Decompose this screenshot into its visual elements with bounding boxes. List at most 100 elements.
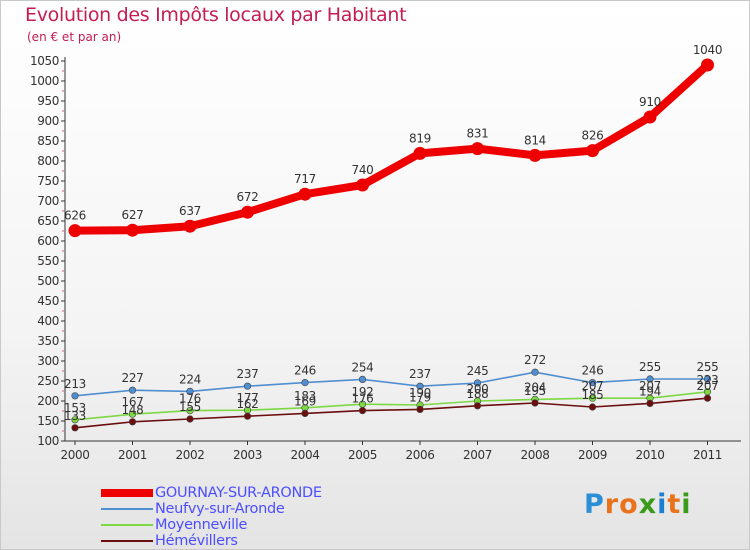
series-line — [74, 390, 709, 421]
data-point — [473, 379, 482, 387]
data-point — [646, 399, 654, 408]
proxiti-logo: Proxiti — [584, 489, 692, 520]
legend-swatch — [101, 540, 153, 542]
data-point — [126, 223, 139, 237]
data-point — [186, 415, 194, 423]
data-point — [531, 399, 539, 407]
y-tick-label: 900 — [37, 114, 59, 128]
x-tick-label: 2001 — [118, 448, 147, 462]
series-1 — [71, 368, 712, 400]
data-point — [186, 387, 194, 396]
logo-letter: r — [604, 489, 620, 520]
data-label: 627 — [121, 208, 143, 222]
y-tick-label: 700 — [37, 194, 59, 208]
logo-letter: o — [619, 489, 639, 520]
x-tick-label: 2004 — [291, 448, 320, 462]
data-label: 626 — [64, 209, 86, 223]
chart-title: Evolution des Impôts locaux par Habitant — [25, 4, 407, 26]
data-point — [701, 58, 714, 72]
data-point — [301, 379, 309, 387]
data-point — [241, 205, 254, 219]
chart-subtitle: (en € et par an) — [27, 30, 122, 44]
data-label: 162 — [236, 397, 258, 411]
data-point — [71, 416, 79, 424]
data-label: 179 — [409, 390, 431, 404]
logo-letter: x — [638, 489, 658, 520]
y-tick-label: 650 — [37, 214, 59, 228]
series-3 — [71, 394, 712, 432]
data-point — [413, 146, 427, 160]
data-point — [186, 407, 194, 415]
data-label: 255 — [696, 360, 718, 374]
data-label: 717 — [294, 172, 316, 186]
data-point — [298, 187, 312, 201]
y-tick-label: 150 — [37, 414, 59, 428]
data-label: 227 — [121, 371, 143, 385]
data-label: 224 — [179, 372, 201, 386]
data-label: 246 — [581, 364, 603, 378]
data-label: 207 — [581, 379, 603, 393]
x-tick-label: 2008 — [521, 448, 550, 462]
data-label: 153 — [64, 401, 86, 415]
data-label: 237 — [236, 367, 258, 381]
data-label: 1040 — [693, 43, 722, 57]
data-label: 254 — [351, 360, 373, 374]
y-tick-label: 350 — [37, 334, 59, 348]
data-point — [356, 178, 369, 192]
logo-letter: i — [657, 489, 668, 520]
data-label: 207 — [639, 379, 661, 393]
data-point — [358, 407, 367, 415]
data-label: 190 — [409, 386, 431, 400]
y-tick-label: 300 — [37, 354, 59, 368]
legend-label: Moyenneville — [155, 517, 248, 533]
y-tick-label: 950 — [37, 94, 59, 108]
data-label: 672 — [236, 190, 258, 204]
data-point — [358, 375, 367, 384]
legend-swatch — [101, 508, 153, 510]
y-tick-label: 400 — [37, 314, 59, 328]
x-tick-label: 2005 — [348, 448, 377, 462]
logo-letter: P — [584, 489, 605, 520]
legend-label: Neufvy-sur-Aronde — [155, 501, 285, 517]
data-point — [531, 368, 539, 376]
data-label: 819 — [409, 131, 431, 145]
data-label: 637 — [179, 204, 201, 218]
data-point — [588, 379, 597, 387]
data-point — [586, 144, 599, 158]
data-label: 204 — [524, 380, 546, 394]
data-label: 177 — [236, 391, 258, 405]
series-line — [71, 61, 712, 235]
data-label: 213 — [64, 377, 86, 391]
legend-swatch — [101, 489, 153, 497]
data-label: 814 — [524, 133, 546, 147]
data-point — [588, 403, 597, 411]
x-tick-label: 2003 — [233, 448, 262, 462]
data-label: 188 — [466, 387, 488, 401]
legend-label: Hémévillers — [155, 533, 238, 549]
data-point — [528, 148, 542, 162]
data-label: 272 — [524, 353, 546, 367]
data-point — [183, 219, 197, 233]
data-point — [646, 375, 654, 383]
data-label: 176 — [179, 392, 201, 406]
data-label: 195 — [524, 384, 546, 398]
data-label: 169 — [294, 394, 316, 408]
y-tick-label: 250 — [37, 374, 59, 388]
y-tick-label: 100 — [37, 434, 59, 448]
data-point — [128, 410, 137, 418]
y-tick-label: 750 — [37, 174, 59, 188]
series-line — [74, 397, 709, 429]
y-tick-label: 600 — [37, 234, 59, 248]
y-tick-label: 1050 — [30, 54, 59, 68]
series-line — [74, 371, 709, 397]
data-label: 207 — [696, 379, 718, 393]
data-point — [416, 405, 424, 414]
data-label: 245 — [466, 364, 488, 378]
data-label: 148 — [121, 403, 143, 417]
data-label: 176 — [351, 392, 373, 406]
data-point — [703, 375, 712, 383]
y-tick-label: 1000 — [30, 74, 59, 88]
data-label: 194 — [639, 384, 661, 398]
x-tick-label: 2002 — [176, 448, 205, 462]
